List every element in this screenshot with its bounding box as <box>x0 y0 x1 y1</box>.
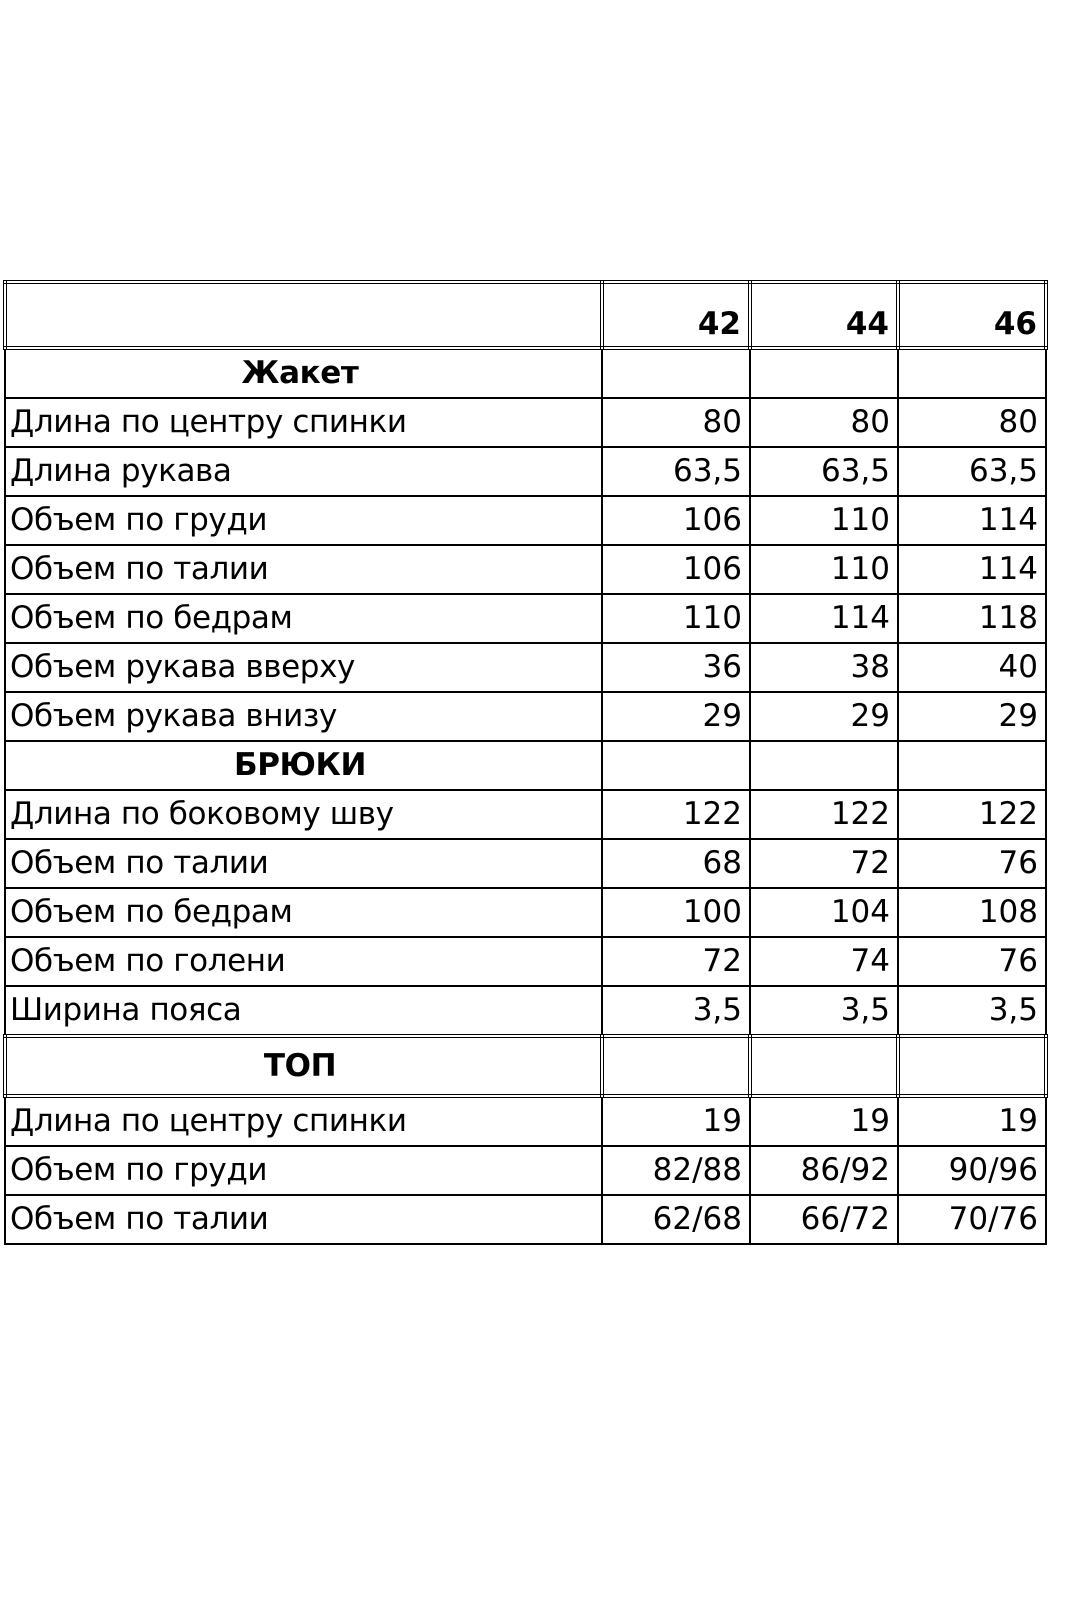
measurement-label: Длина по центру спинки <box>4 1095 603 1147</box>
header-row: 42 44 46 <box>3 280 1048 350</box>
measurement-value: 3,5 <box>897 985 1047 1037</box>
empty-cell <box>749 347 899 399</box>
measurement-value: 74 <box>749 936 899 987</box>
table-row: Объем по талии 62/68 66/72 70/76 <box>4 1194 1047 1245</box>
measurement-value: 108 <box>897 887 1047 938</box>
empty-cell <box>601 740 751 791</box>
empty-cell <box>600 1034 752 1098</box>
table-row: Объем по груди 106 110 114 <box>4 495 1047 546</box>
section-title: Жакет <box>4 347 603 399</box>
size-chart-table: 42 44 46 Жакет Длина по центру спинки 80… <box>3 280 1048 1245</box>
measurement-value: 19 <box>601 1095 751 1147</box>
table-row: Объем по бедрам 100 104 108 <box>4 887 1047 938</box>
table-row: Объем рукава внизу 29 29 29 <box>4 691 1047 742</box>
table-row: Длина по центру спинки 19 19 19 <box>4 1095 1047 1147</box>
table-row: Объем по груди 82/88 86/92 90/96 <box>4 1145 1047 1196</box>
measurement-value: 122 <box>749 789 899 840</box>
measurement-value: 68 <box>601 838 751 889</box>
measurement-value: 29 <box>601 691 751 742</box>
measurement-label: Объем по бедрам <box>4 593 603 644</box>
measurement-value: 110 <box>749 544 899 595</box>
measurement-value: 70/76 <box>897 1194 1047 1245</box>
measurement-label: Длина по центру спинки <box>4 397 603 448</box>
measurement-value: 80 <box>749 397 899 448</box>
empty-cell <box>896 1034 1048 1098</box>
measurement-value: 110 <box>749 495 899 546</box>
measurement-label: Объем по бедрам <box>4 887 603 938</box>
section-row-trousers: БРЮКИ <box>4 740 1047 791</box>
measurement-label: Объем по груди <box>4 495 603 546</box>
measurement-label: Объем по талии <box>4 544 603 595</box>
measurement-value: 114 <box>897 495 1047 546</box>
measurement-value: 114 <box>749 593 899 644</box>
measurement-value: 122 <box>897 789 1047 840</box>
measurement-value: 3,5 <box>749 985 899 1037</box>
measurement-value: 29 <box>897 691 1047 742</box>
measurement-value: 63,5 <box>897 446 1047 497</box>
measurement-value: 106 <box>601 495 751 546</box>
measurement-value: 80 <box>897 397 1047 448</box>
measurement-label: Длина рукава <box>4 446 603 497</box>
measurement-value: 72 <box>601 936 751 987</box>
measurement-value: 63,5 <box>749 446 899 497</box>
section-title: ТОП <box>3 1034 604 1098</box>
section-title: БРЮКИ <box>4 740 603 791</box>
measurement-label: Объем по груди <box>4 1145 603 1196</box>
measurement-value: 106 <box>601 544 751 595</box>
section-row-jacket: Жакет <box>4 347 1047 399</box>
measurement-value: 72 <box>749 838 899 889</box>
measurement-value: 110 <box>601 593 751 644</box>
empty-cell <box>748 1034 900 1098</box>
table-row: Длина рукава 63,5 63,5 63,5 <box>4 446 1047 497</box>
table-row: Длина по центру спинки 80 80 80 <box>4 397 1047 448</box>
section-row-top: ТОП <box>3 1034 1048 1098</box>
table-row: Объем по бедрам 110 114 118 <box>4 593 1047 644</box>
measurement-label: Объем по голени <box>4 936 603 987</box>
empty-cell <box>601 347 751 399</box>
header-empty-cell <box>3 280 604 350</box>
table-row: Ширина пояса 3,5 3,5 3,5 <box>4 985 1047 1037</box>
table-row: Объем по талии 68 72 76 <box>4 838 1047 889</box>
size-header: 44 <box>748 280 900 350</box>
table-row: Объем по голени 72 74 76 <box>4 936 1047 987</box>
measurement-value: 76 <box>897 838 1047 889</box>
measurement-value: 104 <box>749 887 899 938</box>
measurement-value: 19 <box>749 1095 899 1147</box>
measurement-value: 76 <box>897 936 1047 987</box>
measurement-value: 118 <box>897 593 1047 644</box>
measurement-label: Объем рукава внизу <box>4 691 603 742</box>
measurement-value: 38 <box>749 642 899 693</box>
measurement-value: 63,5 <box>601 446 751 497</box>
empty-cell <box>897 740 1047 791</box>
size-header: 46 <box>896 280 1048 350</box>
measurement-value: 100 <box>601 887 751 938</box>
measurement-value: 90/96 <box>897 1145 1047 1196</box>
measurement-label: Объем рукава вверху <box>4 642 603 693</box>
measurement-label: Ширина пояса <box>4 985 603 1037</box>
measurement-value: 114 <box>897 544 1047 595</box>
measurement-value: 62/68 <box>601 1194 751 1245</box>
measurement-value: 19 <box>897 1095 1047 1147</box>
measurement-label: Объем по талии <box>4 838 603 889</box>
measurement-value: 29 <box>749 691 899 742</box>
measurement-value: 66/72 <box>749 1194 899 1245</box>
measurement-value: 82/88 <box>601 1145 751 1196</box>
table-row: Объем по талии 106 110 114 <box>4 544 1047 595</box>
measurement-value: 3,5 <box>601 985 751 1037</box>
size-header: 42 <box>600 280 752 350</box>
measurement-value: 40 <box>897 642 1047 693</box>
measurement-value: 86/92 <box>749 1145 899 1196</box>
measurement-value: 80 <box>601 397 751 448</box>
measurement-label: Длина по боковому шву <box>4 789 603 840</box>
measurement-label: Объем по талии <box>4 1194 603 1245</box>
measurement-value: 36 <box>601 642 751 693</box>
table-row: Длина по боковому шву 122 122 122 <box>4 789 1047 840</box>
measurement-value: 122 <box>601 789 751 840</box>
table-row: Объем рукава вверху 36 38 40 <box>4 642 1047 693</box>
empty-cell <box>749 740 899 791</box>
empty-cell <box>897 347 1047 399</box>
